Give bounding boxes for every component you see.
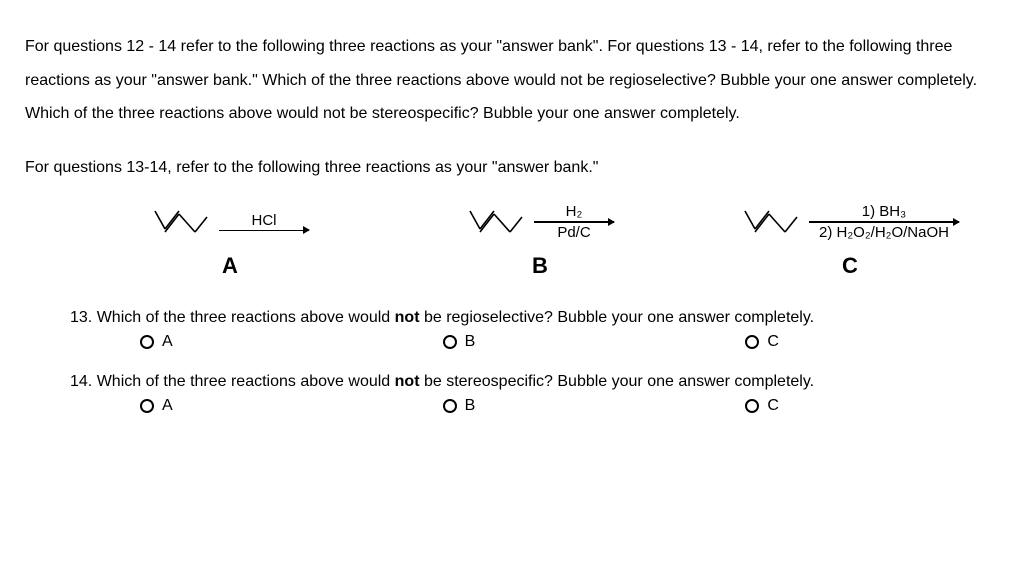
radio-bubble-icon[interactable] (443, 335, 457, 349)
intro-paragraph: For questions 12 - 14 refer to the follo… (25, 30, 995, 131)
option-label: B (465, 333, 476, 351)
radio-bubble-icon[interactable] (443, 399, 457, 413)
option-label: C (767, 333, 779, 351)
reaction-arrow-icon (809, 221, 959, 223)
option-label: A (162, 397, 173, 415)
reactions-row: HCl A H₂ Pd/C B (25, 197, 995, 279)
q13-option-a[interactable]: A (140, 333, 173, 351)
q13-option-c[interactable]: C (745, 333, 779, 351)
q14-option-a[interactable]: A (140, 397, 173, 415)
reaction-b: H₂ Pd/C B (400, 197, 680, 279)
reagent-c-bottom: 2) H₂O₂/H₂O/NaOH (819, 224, 949, 241)
alkene-structure-icon (466, 205, 526, 239)
reagent-c-top: 1) BH₃ (862, 203, 906, 220)
q14-prefix: 14. Which of the three reactions above w… (70, 373, 395, 390)
q13-option-b[interactable]: B (443, 333, 476, 351)
question-14: 14. Which of the three reactions above w… (25, 373, 995, 391)
option-label: B (465, 397, 476, 415)
radio-bubble-icon[interactable] (140, 399, 154, 413)
reaction-arrow-icon (219, 230, 309, 232)
reaction-c: 1) BH₃ 2) H₂O₂/H₂O/NaOH C (710, 197, 990, 279)
alkene-structure-icon (151, 205, 211, 239)
q13-options: A B C (25, 333, 995, 351)
reagent-b-bottom: Pd/C (557, 224, 590, 241)
q13-bold: not (395, 309, 420, 326)
radio-bubble-icon[interactable] (745, 399, 759, 413)
bank-header: For questions 13-14, refer to the follow… (25, 159, 995, 177)
alkene-structure-icon (741, 205, 801, 239)
q14-bold: not (395, 373, 420, 390)
question-13: 13. Which of the three reactions above w… (25, 309, 995, 327)
radio-bubble-icon[interactable] (745, 335, 759, 349)
radio-bubble-icon[interactable] (140, 335, 154, 349)
q14-suffix: be stereospecific? Bubble your one answe… (420, 373, 815, 390)
q13-suffix: be regioselective? Bubble your one answe… (420, 309, 815, 326)
q14-option-b[interactable]: B (443, 397, 476, 415)
reagent-b-top: H₂ (566, 203, 583, 220)
q13-prefix: 13. Which of the three reactions above w… (70, 309, 395, 326)
q14-option-c[interactable]: C (745, 397, 779, 415)
reaction-a: HCl A (90, 197, 370, 279)
reaction-letter-c: C (842, 253, 858, 279)
reaction-arrow-icon (534, 221, 614, 223)
q14-options: A B C (25, 397, 995, 415)
reaction-letter-a: A (222, 253, 238, 279)
reagent-a-top: HCl (252, 212, 277, 229)
option-label: A (162, 333, 173, 351)
option-label: C (767, 397, 779, 415)
reaction-letter-b: B (532, 253, 548, 279)
